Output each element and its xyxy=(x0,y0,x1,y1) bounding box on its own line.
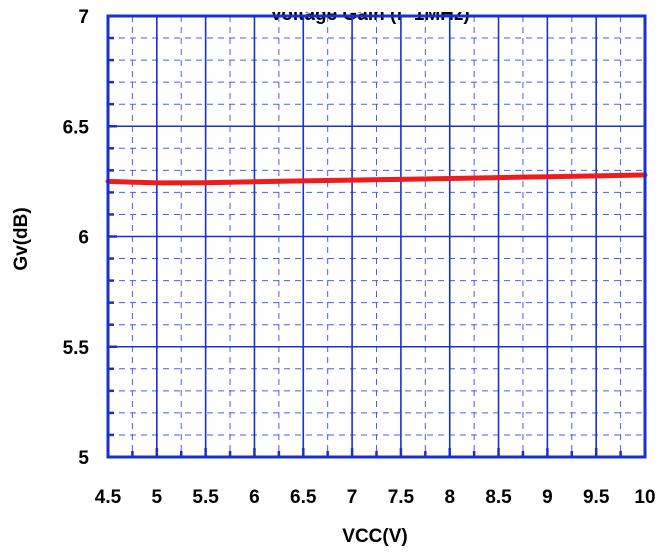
x-tick-label: 8.5 xyxy=(485,487,512,508)
major-grid xyxy=(108,16,645,457)
x-tick-label: 6.5 xyxy=(290,487,317,508)
y-tick-label: 5 xyxy=(78,448,89,469)
x-tick-label: 8 xyxy=(444,487,455,508)
x-tick-label: 4.5 xyxy=(95,487,122,508)
x-tick-label: 5 xyxy=(152,487,163,508)
x-tick-label: 10 xyxy=(634,487,655,508)
y-tick-labels: 5 5.5 6 6.5 7 xyxy=(63,7,90,469)
y-tick-label: 6.5 xyxy=(63,117,90,138)
y-tick-label: 6 xyxy=(78,228,89,249)
series-layer xyxy=(105,172,648,186)
series-line-0 xyxy=(105,172,648,186)
y-axis-label: Gv(dB) xyxy=(11,207,32,270)
y-tick-label: 7 xyxy=(78,7,89,28)
x-tick-label: 6 xyxy=(249,487,260,508)
x-tick-label: 7.5 xyxy=(388,487,415,508)
x-tick-label: 9 xyxy=(542,487,553,508)
x-tick-label: 7 xyxy=(347,487,358,508)
x-axis-label: VCC(V) xyxy=(342,526,407,547)
tick-marks xyxy=(106,14,647,459)
x-tick-label: 5.5 xyxy=(192,487,219,508)
y-tick-label: 5.5 xyxy=(63,338,90,359)
x-tick-labels: 4.5 5 5.5 6 6.5 7 7.5 8 8.5 9 9.5 10 xyxy=(95,487,656,508)
title-clip-mask xyxy=(0,0,661,12)
x-tick-label: 9.5 xyxy=(583,487,610,508)
